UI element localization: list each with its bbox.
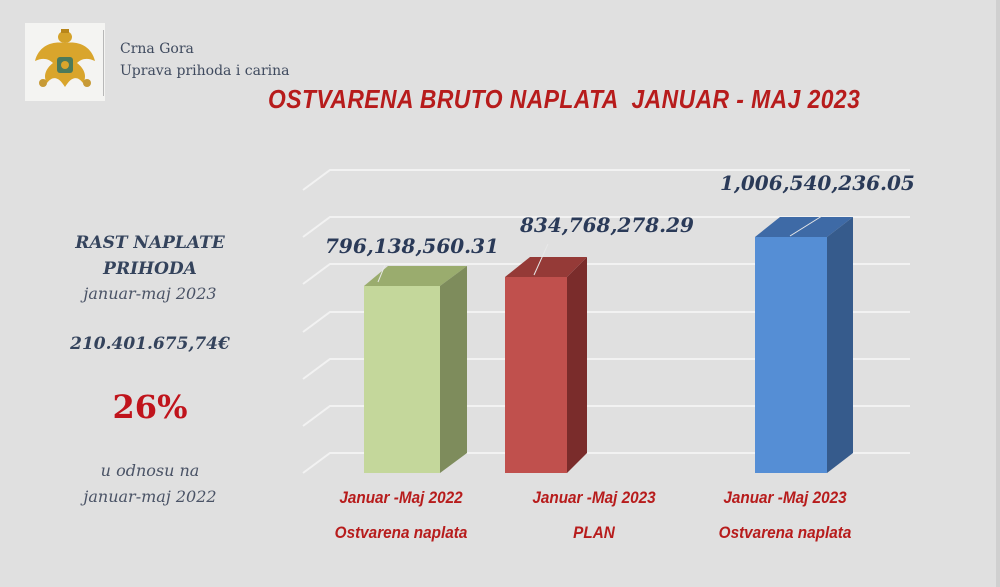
category-2022-line2: Ostvarena naplata [334, 523, 468, 542]
category-label-plan-2023: Januar -Maj 2023 PLAN [509, 488, 680, 543]
org-agency: Uprava prihoda i carina [120, 63, 290, 79]
bar-ostvareno-2023 [755, 217, 853, 473]
comparison-note: u odnosu na januar-maj 2022 [40, 458, 260, 510]
growth-heading-line2: PRIHODA [103, 259, 197, 279]
growth-amount: 210.401.675,74€ [70, 334, 230, 354]
chart-title: OSTVARENA BRUTO NAPLATA JANUAR - MAJ 202… [268, 84, 861, 114]
category-label-2022: Januar -Maj 2022 Ostvarena naplata [316, 488, 487, 543]
organization-name: Crna Gora Uprava prihoda i carina [120, 38, 290, 82]
comparison-line1: u odnosu na [100, 461, 200, 480]
bar-jan-maj-2022 [364, 266, 467, 473]
logo-divider [103, 30, 104, 96]
bar-plan-2023 [505, 257, 587, 473]
gridlines [302, 169, 910, 474]
category-2022-line1: Januar -Maj 2022 [339, 488, 463, 507]
label-leader-lines [377, 215, 823, 283]
category-label-ostvareno-2023: Januar -Maj 2023 Ostvarena naplata [700, 488, 871, 543]
growth-percent: 26% [112, 388, 188, 426]
org-country: Crna Gora [120, 41, 194, 57]
category-ostvareno-line1: Januar -Maj 2023 [723, 488, 847, 507]
category-plan-line2: PLAN [573, 523, 615, 542]
montenegro-coat-of-arms-icon [35, 29, 95, 87]
value-label-ostvareno-2023: 1,006,540,236.05 [720, 171, 915, 195]
comparison-line2: januar-maj 2022 [83, 487, 217, 506]
value-label-plan-2023: 834,768,278.29 [520, 213, 694, 237]
coat-of-arms-logo [25, 23, 105, 101]
growth-period: januar-maj 2023 [83, 284, 217, 303]
category-ostvareno-line2: Ostvarena naplata [718, 523, 852, 542]
category-plan-line1: Januar -Maj 2023 [532, 488, 656, 507]
growth-heading: RAST NAPLATE PRIHODA [40, 230, 260, 282]
growth-heading-line1: RAST NAPLATE [75, 233, 225, 253]
value-label-2022: 796,138,560.31 [325, 234, 499, 258]
